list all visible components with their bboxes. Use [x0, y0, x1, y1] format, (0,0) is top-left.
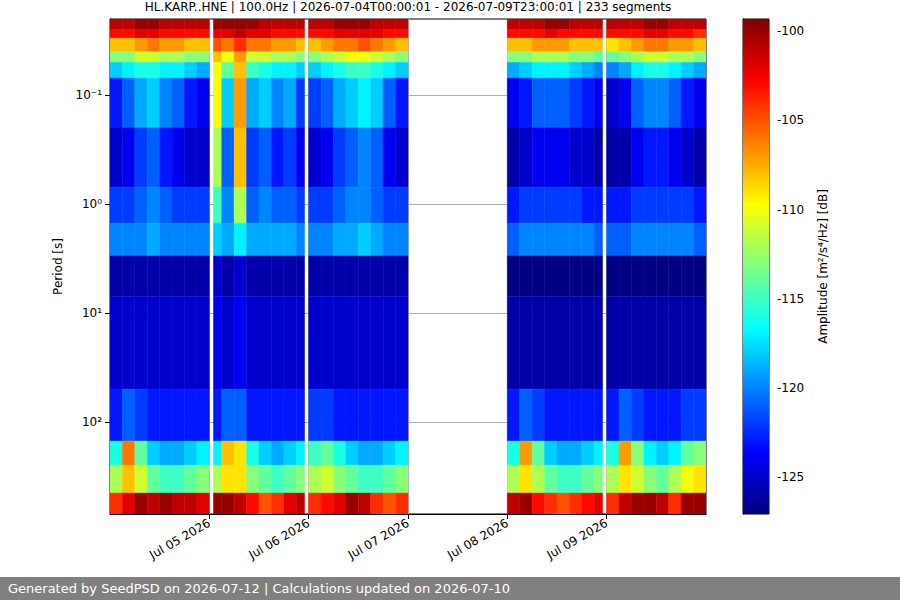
svg-text:Jul 07 2026: Jul 07 2026 [345, 516, 412, 563]
svg-text:-110: -110 [777, 203, 804, 217]
svg-text:Jul 05 2026: Jul 05 2026 [146, 516, 213, 563]
svg-text:HL.KARP..HNE | 100.0Hz | 2026-: HL.KARP..HNE | 100.0Hz | 2026-07-04T00:0… [145, 0, 672, 14]
svg-text:10⁻¹: 10⁻¹ [76, 88, 103, 102]
svg-text:10²: 10² [82, 415, 102, 429]
svg-text:Jul 08 2026: Jul 08 2026 [444, 516, 511, 563]
svg-text:10⁰: 10⁰ [82, 197, 102, 211]
svg-text:-105: -105 [777, 113, 804, 127]
svg-text:Period [s]: Period [s] [51, 238, 65, 295]
svg-text:-120: -120 [777, 381, 804, 395]
svg-text:-125: -125 [777, 470, 804, 484]
svg-text:-115: -115 [777, 292, 804, 306]
svg-text:Amplitude [m²/s⁴/Hz] [dB]: Amplitude [m²/s⁴/Hz] [dB] [816, 189, 830, 344]
svg-text:-100: -100 [777, 24, 804, 38]
svg-text:Generated by SeedPSD on 2026-0: Generated by SeedPSD on 2026-07-12 | Cal… [8, 581, 510, 596]
svg-text:10¹: 10¹ [82, 306, 102, 320]
svg-text:Jul 09 2026: Jul 09 2026 [544, 516, 611, 563]
svg-text:Jul 06 2026: Jul 06 2026 [246, 516, 313, 563]
